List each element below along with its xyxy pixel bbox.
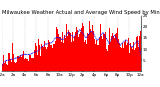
- Text: Milwaukee Weather Actual and Average Wind Speed by Minute mph (Last 24 Hours): Milwaukee Weather Actual and Average Win…: [2, 10, 160, 15]
